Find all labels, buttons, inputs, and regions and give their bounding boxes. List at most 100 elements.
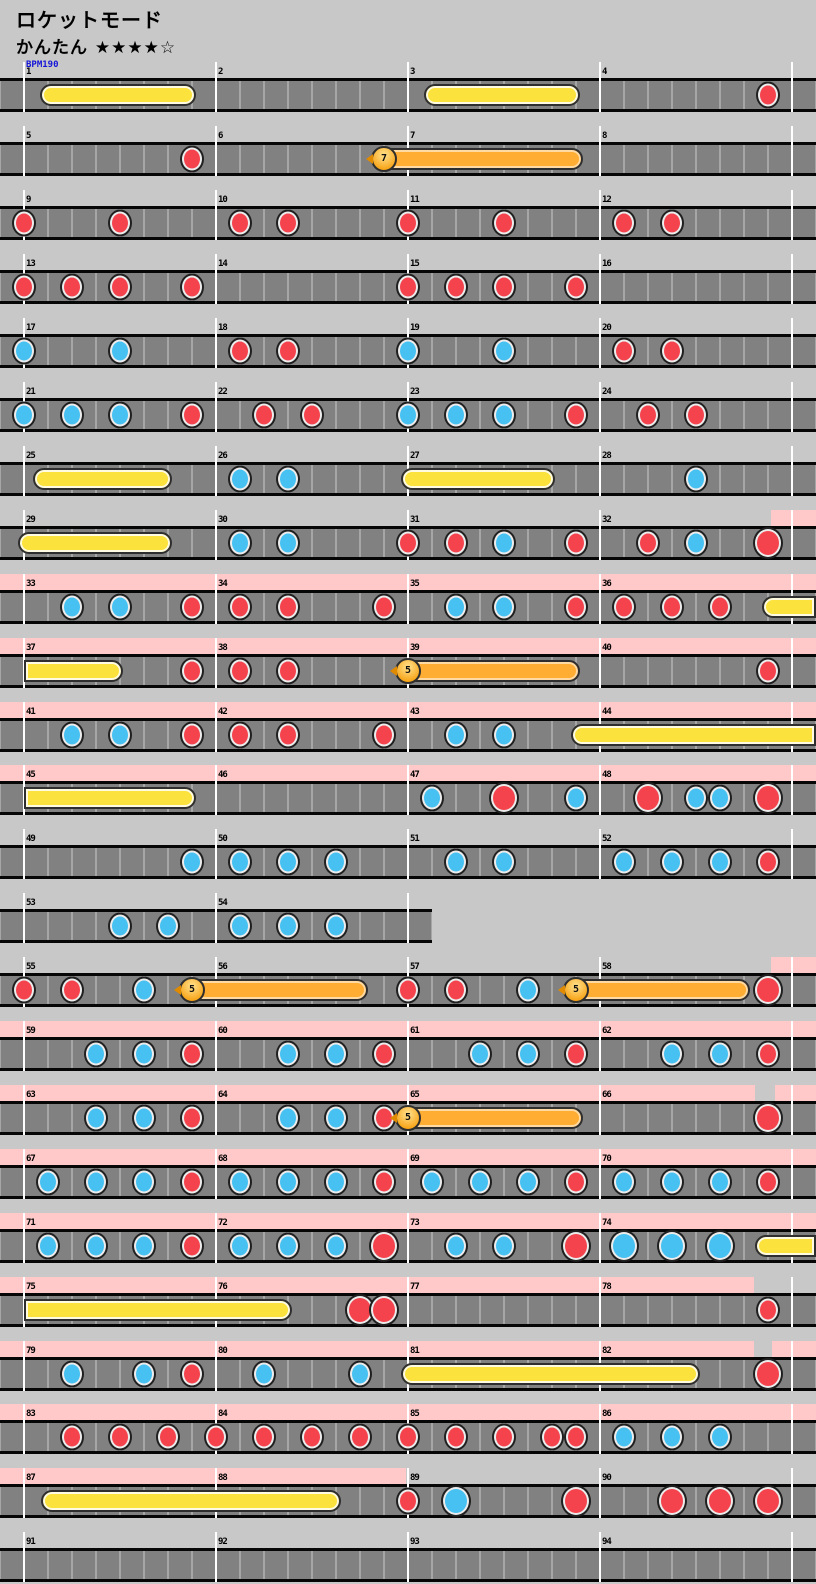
ka-note [614, 1425, 634, 1449]
ka-note [14, 339, 34, 363]
measure-line [791, 1149, 793, 1199]
don-note [758, 850, 778, 874]
measure-line [23, 1085, 25, 1135]
ka-note [110, 723, 130, 747]
don-note [758, 83, 778, 107]
chart-row: 21 22 23 24 [0, 382, 816, 432]
big-don-note [563, 1487, 589, 1515]
don-note [446, 978, 466, 1002]
measure-line [215, 574, 217, 624]
don-note [182, 1362, 202, 1386]
don-note [278, 659, 298, 683]
measure-line [599, 190, 601, 240]
measure-number: 39 [410, 643, 420, 653]
measure-line [215, 893, 217, 943]
gogo-highlight [771, 957, 816, 973]
ka-note [278, 1234, 298, 1258]
measure-number: 52 [602, 834, 612, 844]
don-note [566, 1425, 586, 1449]
big-don-note [659, 1487, 685, 1515]
measure-line [407, 1149, 409, 1199]
chart-row: 17 18 19 20 [0, 318, 816, 368]
don-note [182, 1106, 202, 1130]
measure-line [23, 446, 25, 496]
ka-note [134, 978, 154, 1002]
measure-number: 7 [410, 131, 416, 141]
don-note [110, 275, 130, 299]
chart-row: 55 56 57 58 5 5 [0, 957, 816, 1007]
measure-number: 50 [218, 834, 228, 844]
measure-line [407, 1532, 409, 1582]
ka-note [230, 531, 250, 555]
measure-number: 76 [218, 1282, 228, 1292]
measure-number: 43 [410, 707, 420, 717]
don-note [566, 1042, 586, 1066]
ka-note [230, 467, 250, 491]
measure-line [791, 957, 793, 1007]
measure-line [23, 1468, 25, 1518]
gogo-highlight [771, 510, 816, 526]
gogo-highlight [0, 1341, 754, 1357]
don-note [182, 1234, 202, 1258]
ka-note [86, 1042, 106, 1066]
measure-number: 61 [410, 1026, 420, 1036]
don-note [278, 595, 298, 619]
measure-line [599, 1532, 601, 1582]
measure-line [791, 1277, 793, 1327]
ka-note [62, 1362, 82, 1386]
ka-note [686, 467, 706, 491]
don-note [638, 531, 658, 555]
big-don-note [707, 1487, 733, 1515]
ka-note [134, 1170, 154, 1194]
measure-line [599, 638, 601, 688]
don-note [206, 1425, 226, 1449]
big-ka-note [659, 1232, 685, 1260]
drumroll-bar [18, 532, 172, 554]
measure-line [407, 1277, 409, 1327]
ka-note [86, 1234, 106, 1258]
ka-note [710, 1042, 730, 1066]
measure-number: 15 [410, 259, 420, 269]
measure-number: 28 [602, 451, 612, 461]
big-ka-note [611, 1232, 637, 1260]
don-note [374, 1170, 394, 1194]
chart-row: 75 76 77 78 [0, 1277, 816, 1327]
ka-note [662, 1425, 682, 1449]
measure-number: 88 [218, 1473, 228, 1483]
ka-note [86, 1170, 106, 1194]
don-note [182, 403, 202, 427]
measure-number: 53 [26, 898, 36, 908]
don-note [182, 275, 202, 299]
ka-note [494, 403, 514, 427]
measure-number: 69 [410, 1154, 420, 1164]
measure-line [791, 318, 793, 368]
ka-note [446, 403, 466, 427]
measure-number: 64 [218, 1090, 228, 1100]
chart-row: 29 30 31 32 [0, 510, 816, 560]
measure-line [599, 1213, 601, 1263]
measure-line [791, 1532, 793, 1582]
measure-line [215, 1085, 217, 1135]
ka-note [326, 914, 346, 938]
measure-number: 4 [602, 67, 608, 77]
measure-number: 16 [602, 259, 612, 269]
don-note [350, 1425, 370, 1449]
don-note [182, 147, 202, 171]
ka-note [182, 850, 202, 874]
measure-number: 45 [26, 770, 36, 780]
drumroll-bar [401, 468, 555, 490]
drumroll-bar [571, 724, 816, 746]
don-note [182, 723, 202, 747]
ka-note [326, 850, 346, 874]
ka-note [446, 595, 466, 619]
measure-number: 87 [26, 1473, 36, 1483]
don-note [398, 1489, 418, 1513]
ka-note [470, 1170, 490, 1194]
measure-line [215, 702, 217, 752]
don-note [662, 595, 682, 619]
measure-number: 54 [218, 898, 228, 908]
measure-number: 44 [602, 707, 612, 717]
drumroll-bar [40, 84, 196, 106]
measure-line [23, 1341, 25, 1391]
chart-row: 49 50 51 52 [0, 829, 816, 879]
